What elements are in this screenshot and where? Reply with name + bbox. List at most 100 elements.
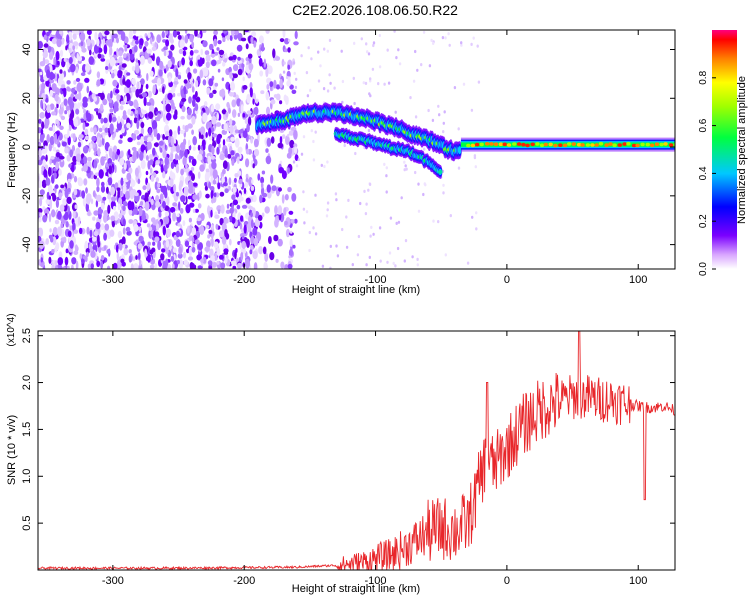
- noise-cell: [185, 204, 191, 214]
- noise-cell: [420, 63, 423, 67]
- noise-cell: [79, 253, 83, 260]
- noise-cell: [431, 118, 435, 122]
- noise-cell: [226, 101, 230, 108]
- noise-cell: [248, 205, 254, 210]
- noise-cell: [148, 111, 154, 119]
- noise-cell: [122, 110, 127, 118]
- noise-cell: [57, 88, 61, 93]
- noise-cell: [181, 97, 187, 102]
- noise-cell: [150, 37, 153, 45]
- noise-cell: [121, 63, 127, 68]
- noise-cell: [228, 177, 232, 186]
- noise-cell: [204, 185, 208, 191]
- noise-cell: [72, 45, 76, 51]
- noise-cell: [149, 70, 154, 77]
- noise-cell: [261, 192, 268, 198]
- x-tick-label: 100: [629, 274, 647, 286]
- noise-cell: [162, 149, 167, 159]
- noise-cell: [156, 34, 162, 44]
- band-peak: [558, 143, 563, 147]
- noise-cell: [77, 178, 84, 187]
- noise-cell: [162, 171, 166, 179]
- noise-cell: [248, 176, 253, 187]
- colorbar-scale: [712, 30, 737, 269]
- noise-cell: [179, 207, 184, 214]
- noise-cell: [240, 228, 245, 234]
- noise-cell: [140, 78, 145, 85]
- noise-cell: [387, 81, 391, 85]
- noise-cell: [185, 163, 188, 170]
- noise-cell: [229, 118, 233, 126]
- noise-cell: [123, 162, 127, 171]
- noise-cell: [234, 173, 239, 178]
- noise-cell: [42, 159, 46, 168]
- noise-cell: [86, 112, 92, 122]
- noise-cell: [241, 240, 247, 250]
- noise-cell: [210, 209, 213, 218]
- noise-cell: [217, 68, 221, 73]
- noise-cell: [59, 158, 65, 168]
- noise-cell: [103, 44, 108, 55]
- noise-cell: [326, 160, 329, 164]
- noise-cell: [110, 186, 115, 196]
- noise-cell: [149, 167, 153, 174]
- x-tick-label: 0: [504, 274, 510, 286]
- noise-cell: [133, 223, 139, 232]
- noise-cell: [83, 108, 87, 114]
- noise-cell: [243, 30, 250, 33]
- noise-cell: [60, 115, 66, 121]
- band-peak: [512, 142, 517, 146]
- noise-cell: [310, 129, 313, 133]
- noise-cell: [221, 176, 225, 185]
- noise-cell: [64, 110, 68, 115]
- noise-cell: [200, 258, 204, 263]
- noise-cell: [220, 262, 226, 269]
- noise-cell: [214, 256, 218, 261]
- noise-cell: [126, 122, 131, 129]
- noise-cell: [240, 37, 247, 42]
- noise-cell: [39, 71, 43, 76]
- noise-cell: [175, 164, 180, 174]
- noise-cell: [59, 155, 65, 160]
- noise-cell: [275, 258, 279, 263]
- noise-cell: [221, 77, 225, 82]
- noise-cell: [100, 103, 104, 112]
- noise-cell: [136, 119, 140, 130]
- noise-cell: [117, 30, 123, 35]
- noise-cell: [153, 128, 157, 138]
- noise-cell: [147, 160, 151, 170]
- noise-cell: [93, 127, 97, 134]
- noise-cell: [215, 223, 219, 230]
- band-peak: [479, 142, 484, 147]
- noise-cell: [341, 227, 344, 232]
- noise-cell: [218, 254, 224, 260]
- noise-cell: [212, 169, 218, 180]
- noise-cell: [82, 197, 87, 207]
- noise-cell: [111, 32, 115, 43]
- noise-cell: [253, 138, 259, 148]
- noise-cell: [367, 188, 370, 192]
- noise-cell: [166, 196, 170, 206]
- noise-cell: [397, 220, 401, 224]
- noise-cell: [170, 137, 174, 147]
- noise-cell: [45, 177, 51, 186]
- noise-cell: [45, 97, 49, 103]
- noise-cell: [179, 180, 184, 188]
- noise-cell: [392, 261, 395, 265]
- noise-cell: [188, 96, 192, 104]
- noise-cell: [150, 198, 154, 205]
- noise-cell: [202, 30, 207, 33]
- noise-cell: [41, 148, 47, 155]
- noise-cell: [317, 50, 320, 54]
- noise-cell: [364, 212, 368, 216]
- noise-cell: [155, 177, 160, 183]
- noise-cell: [405, 167, 408, 171]
- noise-cell: [205, 131, 208, 138]
- band-peak: [548, 142, 553, 147]
- noise-cell: [84, 77, 90, 83]
- noise-cell: [300, 152, 304, 156]
- noise-cell: [294, 146, 298, 154]
- noise-cell: [43, 169, 48, 178]
- noise-cell: [183, 186, 189, 197]
- noise-cell: [170, 161, 175, 169]
